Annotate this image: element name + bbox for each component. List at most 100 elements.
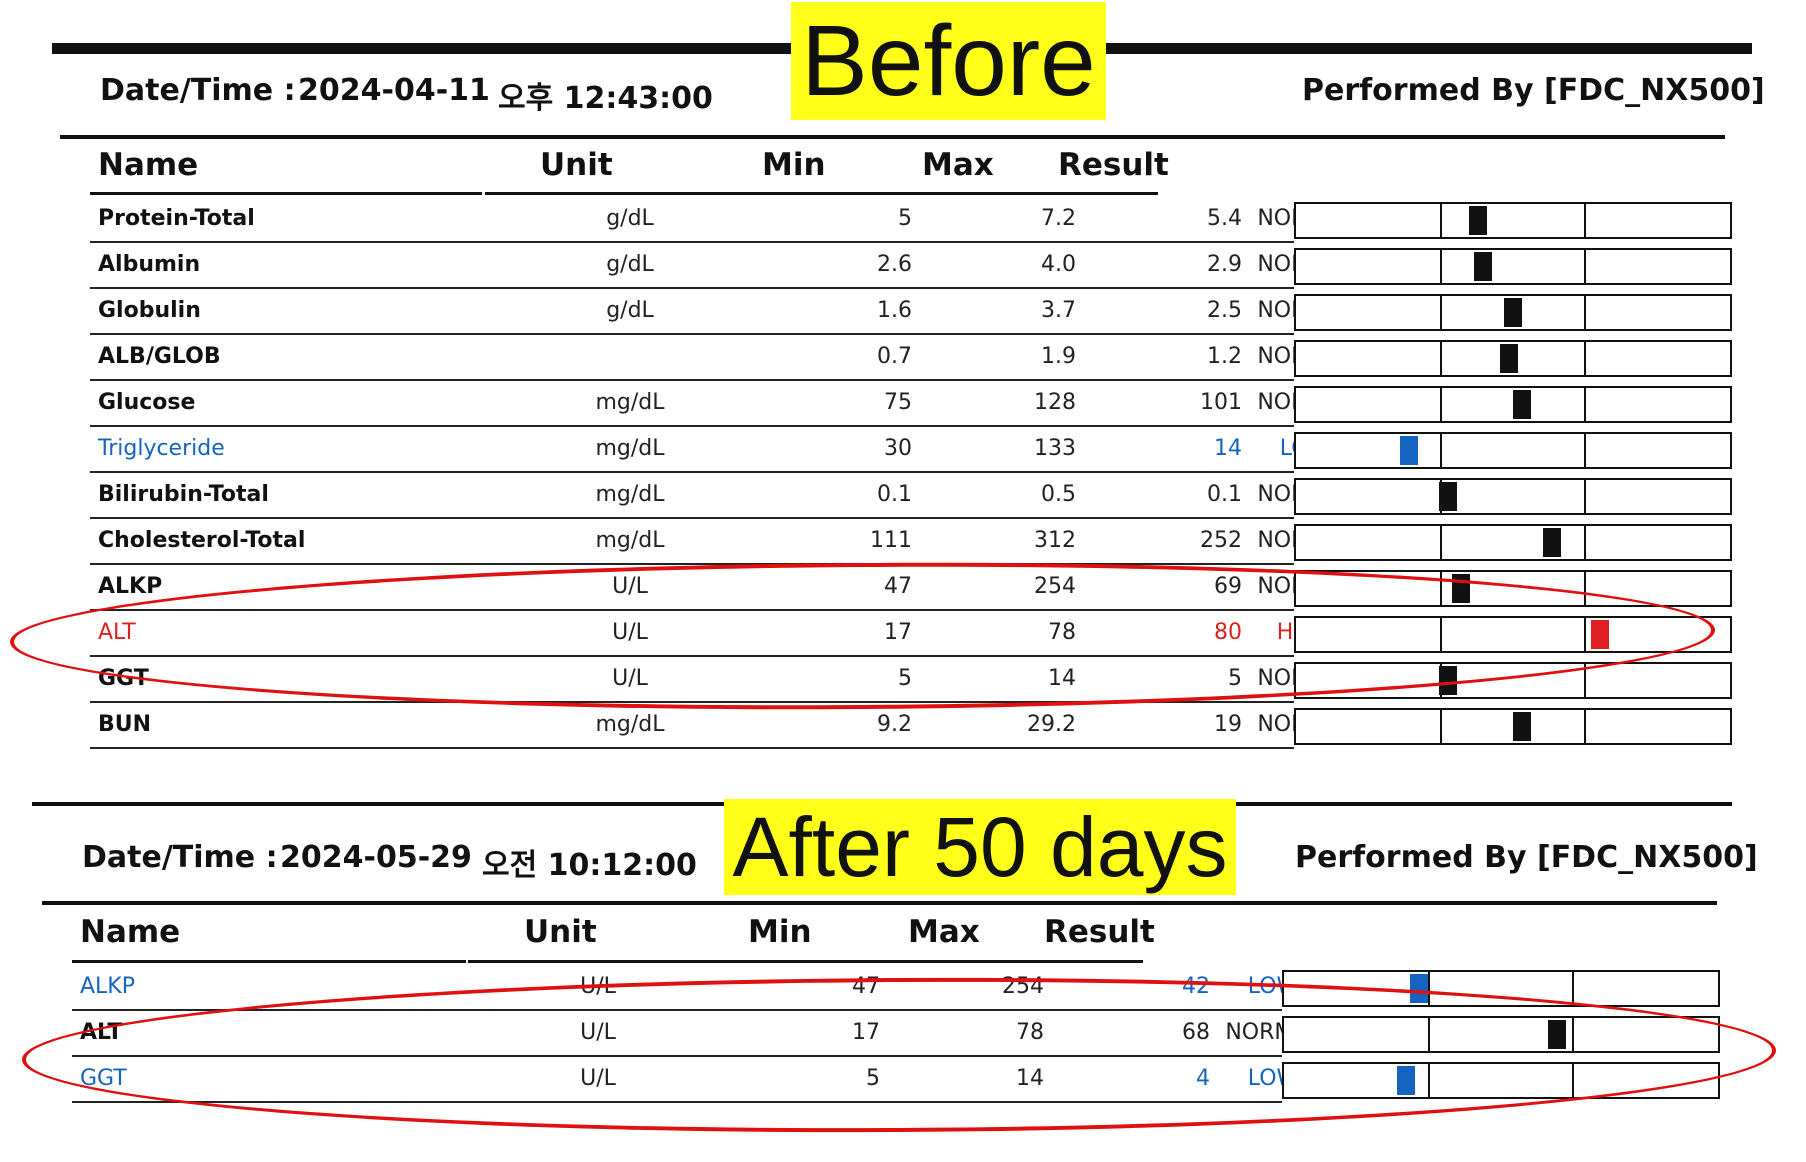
- result-marker: [1473, 252, 1492, 281]
- test-min: 47: [884, 574, 912, 599]
- before-col-max: Max: [922, 147, 994, 183]
- range-min-divider: [1439, 618, 1442, 651]
- result-marker: [1438, 482, 1457, 511]
- range-max-divider: [1584, 526, 1587, 559]
- test-min: 0.7: [877, 344, 912, 369]
- test-name: Globulin: [98, 298, 201, 323]
- range-bar: [1294, 386, 1732, 423]
- row-divider: [90, 333, 1294, 335]
- row-divider: [90, 241, 1294, 243]
- row-divider: [90, 287, 1294, 289]
- test-unit: mg/dL: [595, 528, 665, 553]
- test-min: 1.6: [877, 298, 912, 323]
- test-max: 29.2: [1027, 712, 1076, 737]
- test-result: 80: [1214, 620, 1242, 645]
- test-name: Triglyceride: [98, 436, 225, 461]
- test-min: 47: [852, 974, 880, 999]
- range-max-divider: [1572, 1018, 1575, 1051]
- test-max: 133: [1034, 436, 1076, 461]
- row-divider: [90, 425, 1294, 427]
- result-marker: [1469, 206, 1488, 235]
- test-min: 75: [884, 390, 912, 415]
- range-max-divider: [1572, 972, 1575, 1005]
- test-max: 7.2: [1041, 206, 1076, 231]
- range-max-divider: [1584, 342, 1587, 375]
- result-marker: [1409, 974, 1428, 1003]
- result-marker: [1504, 298, 1522, 327]
- before-performed-by: Performed By [FDC_NX500]: [1302, 73, 1765, 108]
- test-unit: mg/dL: [595, 482, 665, 507]
- test-unit: U/L: [580, 974, 616, 999]
- test-unit: g/dL: [606, 298, 654, 323]
- range-bar: [1294, 662, 1732, 699]
- before-col-min: Min: [762, 147, 826, 183]
- test-max: 78: [1048, 620, 1076, 645]
- range-bar: [1294, 294, 1732, 331]
- test-name: BUN: [98, 712, 152, 737]
- test-min: 9.2: [877, 712, 912, 737]
- range-max-divider: [1584, 388, 1587, 421]
- test-name: Bilirubin-Total: [98, 482, 269, 507]
- before-date: 2024-04-11: [298, 73, 490, 108]
- test-name: Albumin: [98, 252, 201, 277]
- test-name: ALT: [80, 1020, 123, 1045]
- before-header-rule: [60, 135, 1725, 139]
- range-bar: [1282, 1016, 1720, 1053]
- test-result: 5: [1228, 666, 1242, 691]
- row-divider: [90, 563, 1294, 565]
- row-divider: [90, 747, 1294, 749]
- test-unit: mg/dL: [595, 390, 665, 415]
- after-col-rule-left: [72, 960, 466, 963]
- range-max-divider: [1584, 664, 1587, 697]
- after-time: 오전 10:12:00: [482, 848, 697, 883]
- result-marker: [1590, 620, 1609, 649]
- range-bar: [1294, 616, 1732, 653]
- range-max-divider: [1584, 572, 1587, 605]
- test-min: 5: [898, 206, 912, 231]
- after-performed-by: Performed By [FDC_NX500]: [1295, 840, 1758, 875]
- test-result: 69: [1214, 574, 1242, 599]
- test-min: 5: [898, 666, 912, 691]
- row-divider: [90, 609, 1294, 611]
- range-max-divider: [1572, 1064, 1575, 1097]
- row-divider: [72, 1009, 1282, 1011]
- row-divider: [90, 471, 1294, 473]
- test-result: 14: [1214, 436, 1242, 461]
- range-bar: [1294, 478, 1732, 515]
- after-col-rule-right: [468, 960, 1143, 963]
- test-min: 2.6: [877, 252, 912, 277]
- test-result: 101: [1200, 390, 1242, 415]
- range-max-divider: [1584, 296, 1587, 329]
- test-unit: U/L: [612, 620, 648, 645]
- test-result: 19: [1214, 712, 1242, 737]
- test-result: 4: [1196, 1066, 1210, 1091]
- range-max-divider: [1584, 618, 1587, 651]
- before-col-result: Result: [1058, 147, 1169, 183]
- test-unit: U/L: [612, 574, 648, 599]
- range-bar: [1294, 340, 1732, 377]
- test-result: 2.5: [1207, 298, 1242, 323]
- range-min-divider: [1439, 572, 1442, 605]
- test-name: Protein-Total: [98, 206, 255, 231]
- test-max: 14: [1016, 1066, 1044, 1091]
- test-min: 17: [852, 1020, 880, 1045]
- test-result: 252: [1200, 528, 1242, 553]
- test-unit: U/L: [580, 1066, 616, 1091]
- test-min: 111: [870, 528, 912, 553]
- test-max: 254: [1034, 574, 1076, 599]
- after-datetime-label: Date/Time :: [82, 840, 278, 875]
- before-col-rule-right: [485, 192, 1158, 195]
- test-name: ALT: [98, 620, 136, 645]
- range-bar: [1294, 202, 1732, 239]
- test-unit: mg/dL: [595, 436, 665, 461]
- test-min: 30: [884, 436, 912, 461]
- test-unit: g/dL: [606, 252, 654, 277]
- test-name: ALKP: [80, 974, 135, 999]
- after-col-result: Result: [1044, 914, 1155, 950]
- range-bar: [1294, 708, 1732, 745]
- range-max-divider: [1584, 434, 1587, 467]
